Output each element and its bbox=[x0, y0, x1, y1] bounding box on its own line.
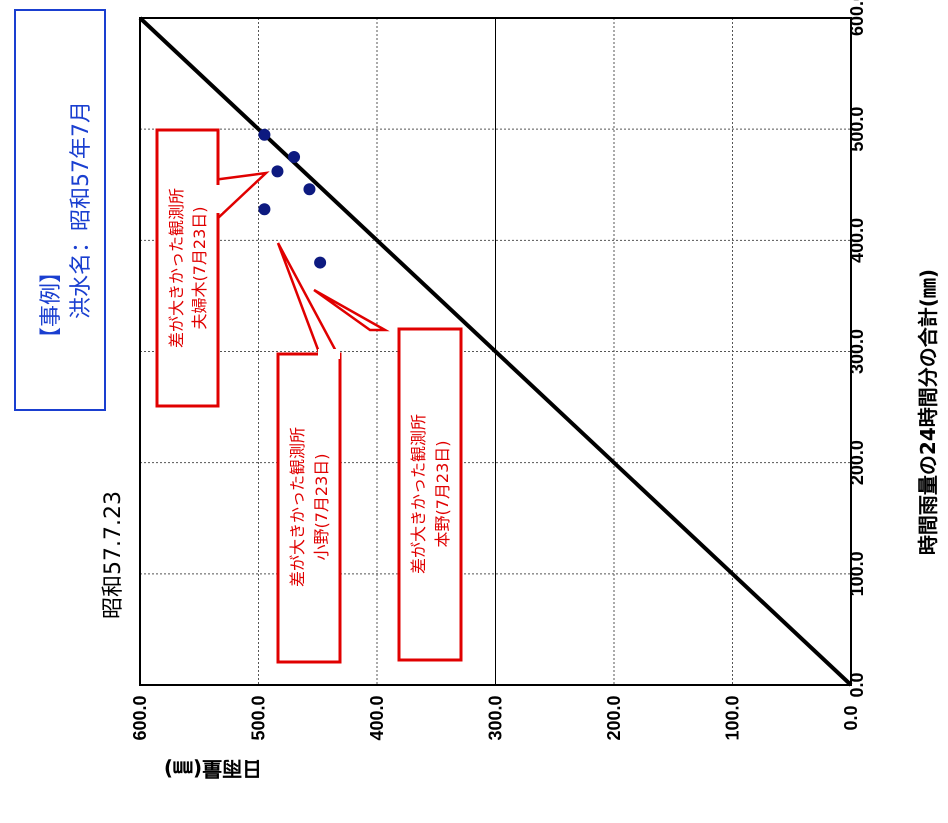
case-label-line2: 洪水名：昭和57年7月 bbox=[69, 101, 94, 319]
y-tick-label: 0.0 bbox=[841, 705, 861, 730]
x-tick-label: 300.0 bbox=[847, 329, 867, 374]
y-tick-label: 500.0 bbox=[249, 695, 269, 740]
callout-3-line2: 本野(7月23日) bbox=[433, 440, 452, 547]
x-tick-label: 0.0 bbox=[847, 672, 867, 697]
callout-1-line2: 夫婦木(7月23日) bbox=[190, 206, 209, 329]
x-tick-label: 200.0 bbox=[847, 440, 867, 485]
callout-meotogi: 差が大きかった観測所 夫婦木(7月23日) bbox=[155, 128, 270, 408]
callout-2-line1: 差が大きかった観測所 bbox=[288, 427, 307, 587]
y-tick-labels: 0.0 100.0 200.0 300.0 400.0 500.0 600.0 bbox=[130, 695, 861, 740]
y-tick-label: 100.0 bbox=[723, 695, 743, 740]
y-tick-label: 300.0 bbox=[486, 695, 506, 740]
x-tick-label: 500.0 bbox=[847, 107, 867, 152]
plot-frame bbox=[139, 17, 852, 686]
case-label-line1: 【事例】 bbox=[39, 261, 64, 349]
case-box: 【事例】 洪水名：昭和57年7月 bbox=[14, 9, 106, 411]
data-points bbox=[258, 128, 327, 269]
data-point bbox=[314, 256, 327, 269]
y-axis-title: 日雨量(㎜) bbox=[164, 757, 262, 781]
x-tick-label: 400.0 bbox=[847, 218, 867, 263]
callout-motono: 差が大きかった観測所 本野(7月23日) bbox=[313, 288, 463, 662]
callout-2-line2: 小野(7月23日) bbox=[312, 453, 331, 560]
x-tick-label: 600.0 bbox=[847, 0, 867, 36]
callout-ono: 差が大きかった観測所 小野(7月23日) bbox=[276, 242, 342, 664]
reference-line bbox=[138, 16, 853, 687]
data-point bbox=[258, 128, 271, 141]
data-point bbox=[271, 165, 284, 178]
date-label: 昭和57.7.23 bbox=[101, 491, 126, 619]
callout-1-line1: 差が大きかった観測所 bbox=[167, 188, 186, 348]
data-point bbox=[303, 183, 316, 196]
y-tick-label: 400.0 bbox=[367, 695, 387, 740]
x-tick-label: 100.0 bbox=[847, 551, 867, 596]
data-point bbox=[258, 203, 271, 216]
x-axis-title: 時間雨量の24時間分の合計(㎜) bbox=[916, 269, 940, 555]
callout-3-line1: 差が大きかった観測所 bbox=[409, 414, 428, 574]
y-tick-label: 200.0 bbox=[604, 695, 624, 740]
y-tick-label: 600.0 bbox=[130, 695, 150, 740]
data-point bbox=[288, 150, 301, 163]
x-tick-labels: 0.0 100.0 200.0 300.0 400.0 500.0 600.0 bbox=[847, 0, 867, 698]
